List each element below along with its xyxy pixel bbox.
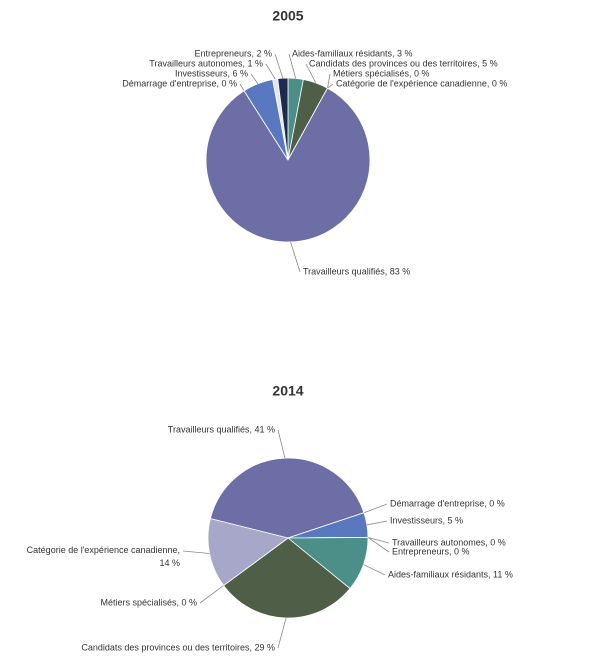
leader-line bbox=[277, 617, 287, 649]
leader-line bbox=[363, 503, 388, 514]
leader-line bbox=[265, 63, 276, 80]
data-label: Métiers spécialisés, 0 % bbox=[100, 597, 197, 607]
leader-line bbox=[290, 241, 301, 273]
leader-line bbox=[367, 537, 390, 553]
data-label: Catégorie de l'expérience canadienne, 0 … bbox=[336, 78, 507, 88]
data-label: Aides-familiaux résidants, 11 % bbox=[388, 569, 513, 579]
data-label: Candidats des provinces ou des territoir… bbox=[309, 58, 498, 68]
leader-line bbox=[288, 53, 297, 79]
data-label: Métiers spécialisés, 0 % bbox=[333, 68, 430, 78]
data-label: Travailleurs autonomes, 1 % bbox=[149, 58, 263, 68]
leader-line bbox=[327, 83, 334, 89]
data-label: Entrepreneurs, 0 % bbox=[392, 546, 470, 556]
data-label: Travailleurs qualifiés, 41 % bbox=[168, 424, 275, 434]
chart-title: 2005 bbox=[272, 8, 303, 24]
leader-line bbox=[250, 73, 259, 84]
leader-line bbox=[305, 63, 317, 84]
leader-line bbox=[239, 83, 245, 91]
leader-line bbox=[199, 585, 224, 604]
data-label: Aides-familiaux résidants, 3 % bbox=[292, 48, 413, 58]
data-label: Démarrage d'entreprise, 0 % bbox=[122, 78, 237, 88]
chart-title: 2014 bbox=[272, 383, 303, 399]
data-label: Démarrage d'entreprise, 0 % bbox=[390, 498, 505, 508]
data-label: Entrepreneurs, 2 % bbox=[194, 48, 272, 58]
label-line: Catégorie de l'expérience canadienne, bbox=[27, 545, 180, 555]
pie-slice bbox=[205, 87, 371, 243]
data-label: Candidats des provinces ou des territoir… bbox=[81, 642, 275, 652]
leader-line bbox=[274, 53, 284, 79]
data-label: Catégorie de l'expérience canadienne, 14 … bbox=[27, 545, 180, 568]
leader-line bbox=[366, 520, 388, 526]
leader-line bbox=[367, 537, 390, 544]
data-label: Investisseurs, 5 % bbox=[390, 515, 463, 525]
label-line: 14 % bbox=[159, 558, 180, 568]
leader-line bbox=[363, 564, 386, 576]
pie-slice bbox=[277, 77, 289, 161]
data-label: Travailleurs autonomes, 0 % bbox=[392, 537, 506, 547]
data-label: Travailleurs qualifiés, 83 % bbox=[303, 266, 410, 276]
leader-line bbox=[277, 429, 286, 459]
leader-line bbox=[327, 73, 331, 89]
leader-line bbox=[182, 550, 210, 554]
data-label: Investisseurs, 6 % bbox=[175, 68, 248, 78]
